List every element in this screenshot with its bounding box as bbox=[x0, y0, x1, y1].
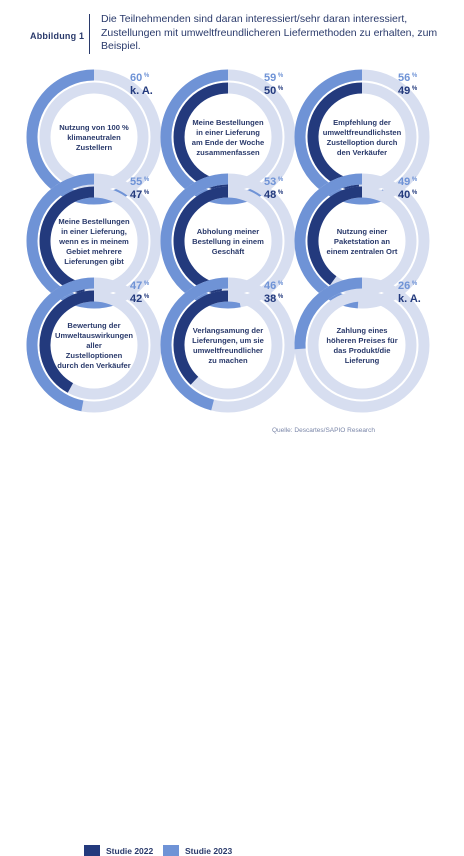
donut-8: Verlangsamung der Lieferungen, um sie umwe… bbox=[160, 277, 296, 413]
legend: Studie 2022 Studie 2023 bbox=[0, 420, 464, 856]
legend-swatch-2022 bbox=[84, 845, 100, 856]
legend-label-2022: Studie 2022 bbox=[106, 846, 154, 856]
figure-title: Die Teilnehmenden sind daran interessier… bbox=[101, 13, 438, 52]
donut-label: Verlangsamung der Lieferungen, um sie umwe… bbox=[192, 326, 264, 365]
value-2023: 26 % bbox=[398, 280, 418, 292]
figure-header: Abbildung 1 Die Teilnehmenden sind daran… bbox=[0, 0, 464, 60]
figure-label: Abbildung 1 bbox=[30, 31, 85, 41]
arc-2023 bbox=[26, 69, 134, 205]
value-2022: k. A. bbox=[398, 293, 421, 305]
donut-label: Nutzung von 100 % klimaneutralen Zusteller… bbox=[59, 123, 129, 152]
arc-2022 bbox=[173, 290, 229, 385]
donut-label: Empfehlung der umweltfreundlichsten Zustel… bbox=[323, 118, 402, 157]
arc-2023 bbox=[160, 69, 265, 205]
legend-label-2023: Studie 2023 bbox=[185, 846, 233, 856]
value-2023: 47 % bbox=[130, 280, 150, 292]
donut-label: Zahlung eines höheren Preises für das Prod… bbox=[326, 326, 397, 365]
arc-2022 bbox=[173, 82, 229, 192]
arc-2022 bbox=[39, 290, 95, 393]
ring-track-2022 bbox=[307, 290, 417, 400]
donut-label: Meine Bestellungen in einer Lieferung am E… bbox=[192, 118, 264, 157]
legend-swatch-2023 bbox=[163, 845, 179, 856]
donut-label: Abholung meiner Bestellung in einem Geschä… bbox=[192, 227, 264, 256]
donut-chart-grid: Nutzung von 100 % klimaneutralen Zusteller… bbox=[26, 69, 430, 413]
value-2023: 56 % bbox=[398, 72, 418, 84]
donut-3: Empfehlung der umweltfreundlichsten Zustel… bbox=[294, 69, 430, 205]
value-2022: k. A. bbox=[130, 85, 153, 97]
donut-7: Bewertung der Umweltauswirkungen aller Zust… bbox=[26, 277, 162, 413]
value-2023: 55 % bbox=[130, 176, 150, 188]
arc-2023 bbox=[294, 277, 363, 350]
value-2023: 59 % bbox=[264, 72, 284, 84]
value-2023: 46 % bbox=[264, 280, 284, 292]
ring-track-2022 bbox=[39, 82, 149, 192]
donut-1: Nutzung von 100 % klimaneutralen Zusteller… bbox=[26, 69, 162, 205]
value-2023: 53 % bbox=[264, 176, 284, 188]
source-note: Quelle: Descartes/SAPIO Research bbox=[272, 427, 375, 434]
arc-2023 bbox=[294, 69, 387, 205]
value-2023: 49 % bbox=[398, 176, 418, 188]
arc-2022 bbox=[39, 186, 95, 295]
arc-2023 bbox=[160, 277, 229, 411]
header-divider bbox=[89, 14, 90, 54]
donut-label: Meine Bestellungen in einer Lieferung, wen… bbox=[58, 217, 130, 266]
donut-9: Zahlung eines höheren Preises für das Prod… bbox=[294, 277, 430, 413]
donut-2: Meine Bestellungen in einer Lieferung am E… bbox=[160, 69, 296, 205]
arc-2022 bbox=[307, 186, 363, 286]
donut-label: Bewertung der Umweltauswirkungen aller Zust… bbox=[55, 321, 133, 370]
value-2023: 60 % bbox=[130, 72, 150, 84]
arc-2023 bbox=[26, 277, 95, 412]
donut-label: Nutzung einer Paketstation an einem zentra… bbox=[327, 227, 398, 256]
